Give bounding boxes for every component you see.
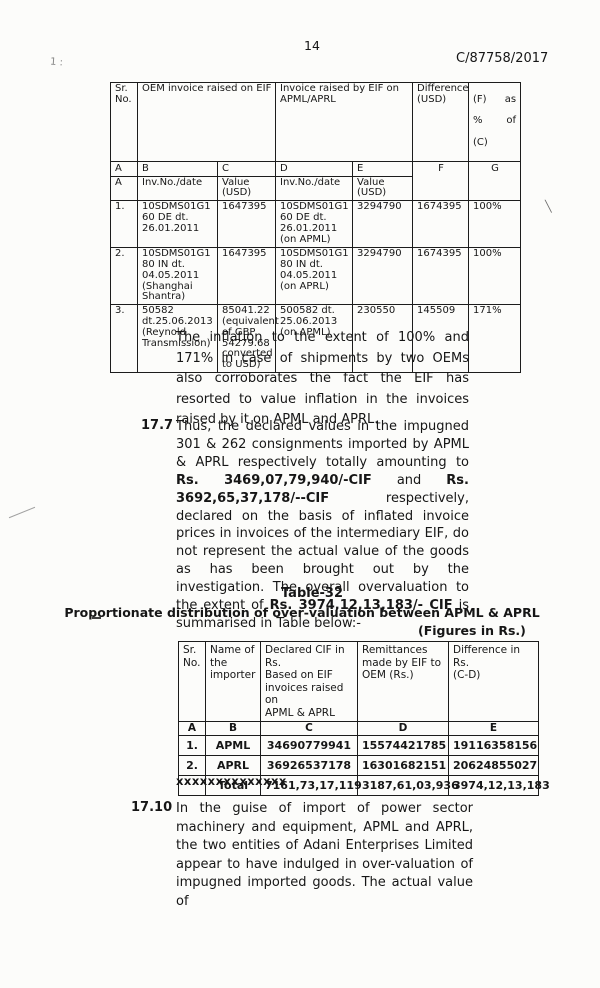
header-difference: Difference in Rs. (C-D) [448,641,539,722]
cell-oem-inv: 10SDMS01G1 80 IN dt. 04.05.2011 (Shangha… [137,247,218,306]
column-letter-row: A B C D E [178,721,539,736]
header-f-as-pct-of-c: (F) as % of (C) [468,82,522,162]
header-sr-no: Sr. No. [178,641,206,722]
cell-eif-value: 3294790 [352,247,414,306]
cell-sr: 2. [178,755,206,776]
header-declared-cif: Declared CIF in Rs. Based on EIF invoice… [260,641,358,722]
page-number: 14 [304,38,320,53]
table-row: 1. APML 34690779941 15574421785 19116358… [178,735,539,756]
col-letter-e: E [352,160,414,177]
header-sr-no: Sr. No. [110,82,138,162]
cell-oem-inv: 10SDMS01G1 60 DE dt. 26.01.2011 [137,200,218,249]
table32-title: Table-32 [280,586,344,601]
cell-difference: 1674395 [412,200,470,249]
sub-header-row: A Inv.No./date Value (USD) Inv.No./date … [110,175,521,202]
cell-eif-value: 230550 [352,304,414,373]
header-fg-c: (C) [473,136,488,148]
cell-sr: 2. [110,247,138,306]
cell-remittances: 15574421785 [357,735,449,756]
col-letter-d: D [357,721,449,736]
header-fg-f: (F) [473,93,487,105]
section-separator: xxxxxxxxxxxxxx [176,774,287,788]
header-fg-pct: % [473,115,483,127]
paragraph-17-10: In the guise of import of power sector m… [176,801,473,909]
cell-declared-cif: 34690779941 [260,735,358,756]
table-row: 1. 10SDMS01G1 60 DE dt. 26.01.2011 16473… [110,200,522,249]
table-header-row: Sr. No. OEM invoice raised on EIF Invoic… [110,82,522,162]
header-eif-invoice: Invoice raised by EIF on APML/APRL [275,82,414,162]
col-letter-c: C [216,160,277,177]
paragraph-17-7: Thus, the declared values in the impugne… [176,419,469,631]
cell-sr: 3. [110,304,138,373]
cell-difference: 20624855027 [448,755,539,776]
cell-remittances: 3187,61,03,936 [357,775,459,796]
scan-artifact-dash [92,617,101,619]
paragraph-number-17-7: 17.7 [141,418,174,433]
cell-difference: 145509 [412,304,470,373]
col-letter-d: D [275,160,354,177]
col-letter-c: C [260,721,358,736]
table-row: 3. 50582 dt.25.06.2013 (Reynold Transmis… [110,304,522,373]
col-letter-f: F [412,160,470,202]
cell-sr: 1. [110,200,138,249]
cell-percent: 100% [468,247,522,306]
invoice-comparison-table: Sr. No. OEM invoice raised on EIF Invoic… [110,82,522,373]
sub-inv-no-date-oem: Inv.No./date [137,175,218,202]
cell-eif-value: 3294790 [352,200,414,249]
col-letter-a: A [178,721,206,736]
scan-artifact-stroke [8,506,36,519]
cell-percent: 100% [468,200,522,249]
header-oem-invoice: OEM invoice raised on EIF [136,82,277,162]
col-letter-e: E [448,721,539,736]
header-remittances: Remittances made by EIF to OEM (Rs.) [357,641,449,722]
cell-difference: 3974,12,13,183 [448,775,550,796]
cell-eif-inv: 10SDMS01G1 80 IN dt. 04.05.2011 (on APRL… [275,247,354,306]
table-total-row: Total 7161,73,17,119 3187,61,03,936 3974… [178,775,550,796]
col-letter-a: A [110,160,138,177]
cell-eif-inv: 10SDMS01G1 60 DE dt. 26.01.2011 (on APML… [275,200,354,249]
table-row: 2. 10SDMS01G1 80 IN dt. 04.05.2011 (Shan… [110,247,522,306]
scan-artifact-tick: ╲ [545,200,552,213]
sub-value-usd-eif: Value (USD) [352,175,414,202]
paragraph-number-17-10: 17.10 [131,800,173,815]
cell-percent: 171% [468,304,522,373]
header-importer-name: Name of the importer [205,641,261,722]
cell-importer: APRL [205,755,261,776]
cell-declared-cif: 36926537178 [260,755,358,776]
table32-figures-caption: (Figures in Rs.) [418,623,526,638]
col-letter-b: B [137,160,218,177]
header-fg-as: as [504,93,517,105]
header-difference: Difference (USD) [412,82,470,162]
cell-oem-value: 1647395 [216,200,277,249]
table32-subtitle: Proportionate distribution of over-valua… [64,605,540,620]
cell-sr: 1. [178,735,206,756]
col-letter-g: G [468,160,522,202]
col-letter-b: B [205,721,261,736]
paragraph-inflation: The inflation to the extent of 100% and … [176,330,469,427]
sub-inv-no-date-eif: Inv.No./date [275,175,354,202]
cell-oem-inv: 50582 dt.25.06.2013 (Reynold Transmissio… [137,304,218,373]
cell-importer: APML [205,735,261,756]
header-fg-of: of [506,115,517,127]
cell-difference: 1674395 [412,247,470,306]
sub-value-usd-oem: Value (USD) [216,175,277,202]
cell-oem-value: 1647395 [216,247,277,306]
column-letter-row: A B C D E F G [110,160,522,202]
table-header-row: Sr. No. Name of the importer Declared CI… [178,641,539,722]
case-number: C/87758/2017 [456,51,549,66]
cell-difference: 19116358156 [448,735,539,756]
table-row: 2. APRL 36926537178 16301682151 20624855… [178,755,539,776]
cell-remittances: 16301682151 [357,755,449,776]
overvaluation-distribution-table: Sr. No. Name of the importer Declared CI… [178,641,550,796]
cell-oem-value: 85041.22 (equivalent of GBP 54279.68 con… [216,304,279,373]
scan-artifact-corner-mark: 1 : [49,56,64,69]
cell-importer: Total [205,775,261,796]
sub-a: A [110,175,138,202]
cell-declared-cif: 7161,73,17,119 [260,775,362,796]
